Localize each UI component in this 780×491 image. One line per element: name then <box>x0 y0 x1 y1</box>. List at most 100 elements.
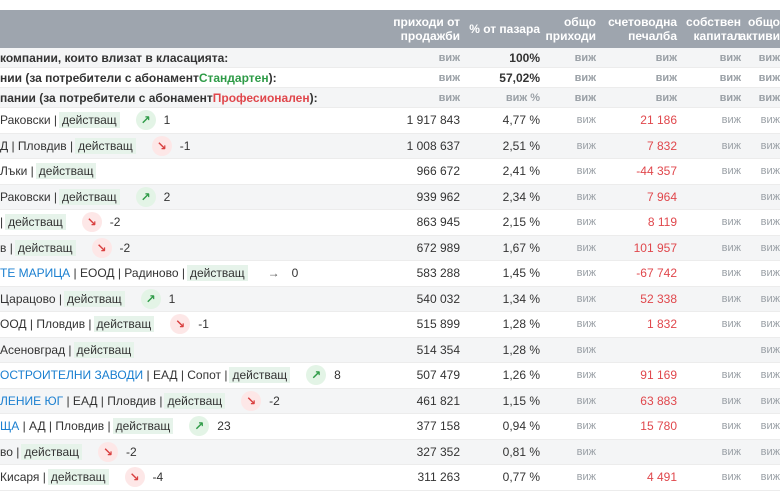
market-share-value: 0,81 % <box>468 440 540 465</box>
summary-assets-link[interactable]: виж <box>758 51 780 64</box>
equity-link[interactable]: виж <box>685 414 741 439</box>
summary-total-link[interactable]: виж <box>574 71 596 84</box>
equity-link[interactable] <box>685 185 741 210</box>
summary-assets-link[interactable]: виж <box>758 71 780 84</box>
assets-link[interactable]: виж <box>748 363 780 388</box>
summary-share-link[interactable]: виж % <box>505 91 540 104</box>
assets-link[interactable]: виж <box>748 440 780 465</box>
table-row[interactable]: Лъки | действащ 966 672 2,41 % виж -44 357 виж… <box>0 159 780 185</box>
equity-link[interactable]: виж <box>685 440 741 465</box>
summary-total-link[interactable]: виж <box>574 91 596 104</box>
table-row[interactable]: в | действащ ↘ -2 672 989 1,67 % виж 101 957 виж… <box>0 235 780 261</box>
assets-link[interactable]: виж <box>748 108 780 133</box>
table-row[interactable]: Д | Пловдив | действащ ↘ -1 1 008 637 2,51 % в… <box>0 133 780 159</box>
summary-assets-link[interactable]: виж <box>758 91 780 104</box>
table-row[interactable]: | действащ ↘ -2 863 945 2,15 % виж 8 119 виж виж <box>0 210 780 236</box>
assets-link[interactable]: виж <box>748 210 780 235</box>
summary-profit-link[interactable]: виж <box>655 51 677 64</box>
table-row[interactable]: ОСТРОИТЕЛНИ ЗАВОДИ | ЕАД | Сопот | действ… <box>0 363 780 389</box>
total-revenue-link[interactable]: виж <box>548 134 596 159</box>
rank-change: 1 <box>168 291 176 306</box>
table-row[interactable]: Асеновград | действащ 514 354 1,28 % виж виж <box>0 337 780 363</box>
total-revenue-link[interactable]: виж <box>548 389 596 414</box>
equity-link[interactable]: виж <box>685 236 741 261</box>
summary-revenue-link[interactable]: виж <box>438 71 460 84</box>
company-name-link[interactable]: ТЕ МАРИЦА <box>0 266 71 281</box>
profit-value-text: 101 957 <box>633 240 677 255</box>
table-row[interactable]: ЩА | АД | Пловдив | действащ ↗ 23 377 158 0,9… <box>0 414 780 440</box>
table-row[interactable]: ТЕ МАРИЦА | ЕООД | Радиново | действащ → 0 5… <box>0 261 780 287</box>
header-equity[interactable]: собствен капитал <box>686 15 741 43</box>
total-revenue-link[interactable]: виж <box>548 338 596 363</box>
total-revenue-link[interactable]: виж <box>548 287 596 312</box>
assets-link[interactable]: виж <box>748 159 780 184</box>
assets-link[interactable]: виж <box>748 236 780 261</box>
equity-link[interactable]: виж <box>685 210 741 235</box>
company-name-link[interactable]: ОСТРОИТЕЛНИ ЗАВОДИ <box>0 368 144 383</box>
summary-equity-link[interactable]: виж <box>719 91 741 104</box>
equity-link[interactable]: виж <box>685 363 741 388</box>
header-market-share[interactable]: % от пазара <box>469 22 540 36</box>
trend-up-icon: ↗ <box>189 416 210 437</box>
assets-link[interactable]: виж <box>748 134 780 159</box>
header-total-revenue[interactable]: общо приходи <box>545 15 597 43</box>
equity-link[interactable]: виж <box>685 134 741 159</box>
equity-link[interactable]: виж <box>685 389 741 414</box>
revenue-value-text: 377 158 <box>416 419 460 434</box>
company-name-link[interactable]: ЛЕНИЕ ЮГ <box>0 393 64 408</box>
equity-link[interactable]: виж <box>685 261 741 286</box>
total-revenue-link[interactable]: виж <box>548 185 596 210</box>
header-total-assets[interactable]: общо активи <box>739 15 780 43</box>
header-profit[interactable]: счетоводна печалба <box>608 15 677 43</box>
assets-link[interactable]: виж <box>748 338 780 363</box>
assets-link[interactable]: виж <box>748 185 780 210</box>
summary-profit-link[interactable]: виж <box>655 91 677 104</box>
assets-link[interactable]: виж <box>748 465 780 490</box>
trend-up-icon: ↗ <box>135 110 156 131</box>
equity-link[interactable]: виж <box>685 108 741 133</box>
total-revenue-link[interactable]: виж <box>548 440 596 465</box>
summary-equity-link[interactable]: виж <box>719 71 741 84</box>
total-revenue-link[interactable]: виж <box>548 108 596 133</box>
equity-link[interactable] <box>685 338 741 363</box>
revenue-value-text: 327 352 <box>416 444 460 459</box>
assets-link[interactable]: виж <box>748 414 780 439</box>
assets-link[interactable]: виж <box>748 261 780 286</box>
table-row[interactable]: во | действащ ↘ -2 327 352 0,81 % виж виж виж <box>0 439 780 465</box>
assets-link-text: виж <box>760 369 780 382</box>
equity-link[interactable]: виж <box>685 287 741 312</box>
company-name-cell: в | действащ ↘ -2 <box>0 236 390 261</box>
table-row[interactable]: Кисаря | действащ ↘ -4 311 263 0,77 % виж 4 491… <box>0 465 780 491</box>
total-revenue-link-text: виж <box>576 241 596 254</box>
assets-link[interactable]: виж <box>748 287 780 312</box>
total-revenue-link[interactable]: виж <box>548 414 596 439</box>
total-revenue-link[interactable]: виж <box>548 210 596 235</box>
total-revenue-link[interactable]: виж <box>548 363 596 388</box>
equity-link[interactable]: виж <box>685 159 741 184</box>
assets-link[interactable]: виж <box>748 389 780 414</box>
total-revenue-link[interactable]: виж <box>548 159 596 184</box>
summary-revenue-link[interactable]: виж <box>438 91 460 104</box>
summary-total-link[interactable]: виж <box>574 51 596 64</box>
assets-link-text: виж <box>760 267 780 280</box>
table-row[interactable]: ЛЕНИЕ ЮГ | ЕАД | Пловдив | действащ ↘ -2 461… <box>0 388 780 414</box>
table-row[interactable]: ООД | Пловдив | действащ ↘ -1 515 899 1,28 % в… <box>0 312 780 338</box>
total-revenue-link[interactable]: виж <box>548 236 596 261</box>
header-revenue[interactable]: приходи от продажби <box>393 15 460 43</box>
equity-link[interactable]: виж <box>685 312 741 337</box>
table-row[interactable]: Царацово | действащ ↗ 1 540 032 1,34 % виж 52 3… <box>0 286 780 312</box>
equity-link-text: виж <box>721 445 741 458</box>
table-row[interactable]: Раковски | действащ ↗ 2 939 962 2,34 % виж 7 96… <box>0 184 780 210</box>
market-share-value-text: 1,26 % <box>502 368 540 383</box>
trend-flat-icon: → <box>267 266 280 281</box>
summary-equity-link[interactable]: виж <box>719 51 741 64</box>
total-revenue-link[interactable]: виж <box>548 312 596 337</box>
total-revenue-link[interactable]: виж <box>548 465 596 490</box>
summary-profit-link[interactable]: виж <box>655 71 677 84</box>
summary-revenue-link[interactable]: виж <box>438 51 460 64</box>
company-name-link[interactable]: ЩА <box>0 419 20 434</box>
total-revenue-link[interactable]: виж <box>548 261 596 286</box>
table-row[interactable]: Раковски | действащ ↗ 1 1 917 843 4,77 % виж 21… <box>0 108 780 134</box>
equity-link[interactable]: виж <box>685 465 741 490</box>
assets-link[interactable]: виж <box>748 312 780 337</box>
